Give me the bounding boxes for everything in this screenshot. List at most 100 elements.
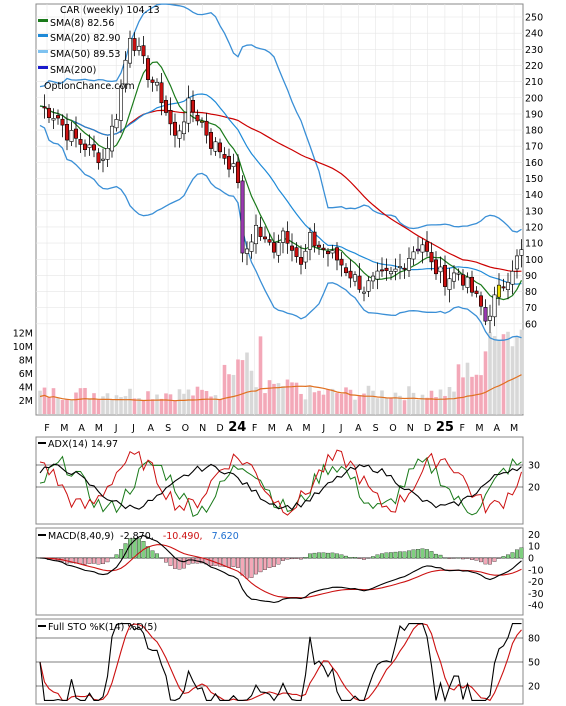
macd-lines: [39, 535, 522, 604]
volume-bar: [173, 400, 177, 414]
candle-body: [348, 270, 353, 279]
macd-histogram-bar: [281, 557, 285, 561]
volume-bar: [362, 393, 366, 414]
date-tick-label: S: [165, 423, 171, 434]
volume-bar: [420, 394, 425, 414]
stochastic-legend-swatch: [38, 625, 46, 627]
macd-histogram-bar: [249, 557, 254, 578]
price-tick-label: 190: [525, 109, 543, 120]
candle-body: [501, 286, 506, 289]
price-tick-label: 220: [525, 61, 543, 72]
macd-histogram-bar: [101, 557, 105, 565]
candle-body: [164, 100, 169, 113]
macd-histogram-bar: [429, 551, 434, 559]
macd-histogram-bar: [236, 557, 240, 568]
volume-bar: [204, 391, 209, 414]
macd-tick-label: 10: [528, 542, 540, 553]
date-tick-label: M: [95, 423, 103, 434]
candle-body: [460, 274, 465, 286]
candle-body: [222, 154, 227, 159]
macd-histogram-bar: [312, 552, 317, 559]
volume-bar: [393, 392, 398, 414]
volume-tick-label: 12M: [13, 329, 33, 340]
adx-grid: [36, 464, 523, 488]
macd-histogram-bar: [384, 552, 389, 559]
volume-bar: [506, 331, 510, 414]
macd-histogram-bar: [137, 538, 141, 559]
price-tick-label: 140: [525, 190, 543, 201]
legend-swatch-sma8: [38, 19, 48, 22]
macd-histogram-bar: [380, 553, 384, 559]
volume-bar: [407, 386, 411, 414]
stochastic-axis-labels: 80 50 20: [528, 634, 540, 693]
macd-tick-label: 0: [528, 553, 534, 564]
candle-body: [415, 248, 420, 252]
watermark: OptionChance.com: [44, 81, 135, 92]
volume-bar: [330, 388, 335, 414]
candle-body: [330, 250, 335, 254]
macd-histogram-bar: [519, 547, 524, 559]
candle-body: [456, 272, 461, 275]
candle-body: [200, 120, 205, 123]
price-tick-label: 120: [525, 222, 543, 233]
macd-histogram-bar: [479, 557, 483, 563]
volume-bar: [60, 399, 65, 414]
candle-body: [92, 144, 97, 151]
adx-line: [39, 463, 522, 511]
candle-body: [303, 250, 308, 263]
macd-histogram-bar: [155, 553, 159, 559]
volume-bar: [137, 398, 141, 414]
adx-lines: [39, 449, 522, 517]
candle-body: [87, 144, 92, 148]
candle-body: [213, 141, 218, 152]
price-tick-label: 90: [525, 271, 537, 282]
candle-body: [186, 97, 191, 124]
macd-histogram-bar: [515, 549, 519, 559]
macd-histogram-bar: [393, 551, 398, 559]
candle-body: [406, 258, 411, 271]
volume-bar: [114, 395, 119, 414]
volume-bar: [47, 397, 51, 414]
volume-bar: [272, 383, 276, 414]
price-tick-label: 130: [525, 206, 543, 217]
candle-body: [128, 38, 133, 64]
macd-histogram-bar: [83, 557, 87, 565]
volume-bar: [227, 374, 231, 414]
volume-bar: [380, 390, 384, 414]
price-tick-label: 150: [525, 174, 543, 185]
candle-body: [101, 158, 106, 161]
macd-histogram-bar: [308, 553, 312, 559]
candle-body: [397, 266, 402, 268]
volume-bar: [186, 389, 191, 414]
candle-body: [294, 247, 299, 257]
volume-bar: [434, 397, 438, 414]
candle-body: [325, 251, 330, 255]
volume-bar: [245, 352, 249, 414]
candle-body: [429, 252, 434, 263]
volume-bar: [119, 397, 123, 414]
macd-histogram-bar: [474, 557, 479, 561]
candle-body: [218, 142, 223, 153]
macd-histogram-bar: [231, 557, 236, 567]
price-tick-label: 110: [525, 239, 543, 250]
macd-histogram-bar: [182, 557, 186, 569]
volume-bar: [218, 399, 222, 414]
candle-body: [96, 152, 101, 164]
volume-bar: [438, 389, 443, 414]
price-tick-label: 230: [525, 45, 543, 56]
candle-body: [465, 276, 470, 288]
legend-swatch-sma20: [38, 34, 48, 37]
bollinger-upper-line: [39, 3, 522, 233]
volume-bar: [177, 389, 182, 414]
volume-bar: [308, 386, 312, 414]
macd-histogram-bar: [222, 557, 227, 567]
date-tick-label: M: [60, 423, 68, 434]
candle-body: [438, 266, 443, 273]
date-tick-label: F: [44, 423, 49, 434]
candle-body: [245, 248, 250, 254]
date-tick-label: M: [268, 423, 276, 434]
date-tick-label: 25: [436, 420, 454, 435]
macd-histogram-bar: [209, 557, 213, 567]
volume-bar: [110, 399, 114, 414]
candle-body: [496, 284, 501, 298]
